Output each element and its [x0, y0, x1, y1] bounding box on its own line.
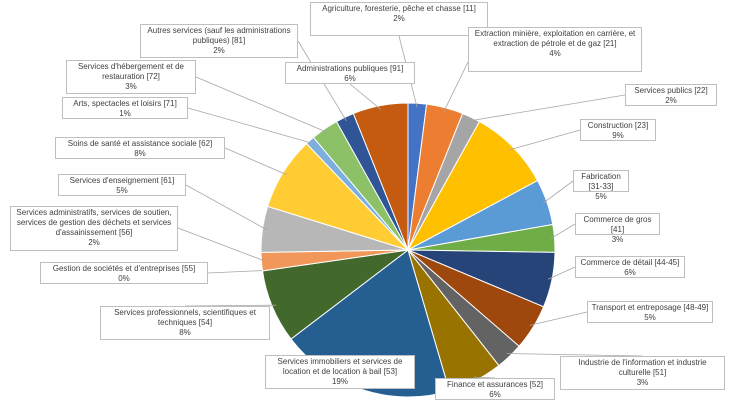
data-label-51: Industrie de l'information et industrie …	[560, 356, 725, 390]
leader-line-52	[473, 376, 496, 379]
data-label-54: Services professionnels, scientifiques e…	[100, 306, 270, 340]
data-label-62: Soins de santé et assistance sociale [62…	[55, 137, 225, 159]
leader-line-21	[443, 61, 469, 112]
data-label-11: Agriculture, foresterie, pêche et chasse…	[310, 2, 488, 36]
data-label-22: Services publics [22] 2%	[625, 84, 717, 106]
data-label-55: Gestion de sociétés et d'entreprises [55…	[40, 262, 208, 284]
leader-line-51	[506, 353, 643, 357]
data-label-81: Autres services (sauf les administration…	[140, 24, 298, 58]
data-label-21: Extraction minière, exploitation en carr…	[468, 27, 642, 72]
leader-line-61	[185, 184, 267, 230]
leader-line-54	[184, 304, 277, 307]
leader-line-31-33	[542, 180, 574, 204]
data-label-52: Finance et assurances [52] 6%	[435, 378, 555, 400]
pie-slice-23	[406, 120, 539, 252]
leader-line-44-45	[547, 266, 576, 280]
pie-slice-91	[352, 102, 409, 251]
leader-line-55	[207, 270, 267, 274]
data-label-61: Services d'enseignement [61] 5%	[58, 174, 186, 196]
leader-line-23	[509, 129, 581, 151]
data-label-44-45: Commerce de détail [44-45] 6%	[575, 256, 685, 278]
leader-line-71	[187, 107, 313, 144]
leader-line-72	[195, 76, 328, 133]
leader-line-48-49	[529, 311, 588, 326]
data-label-23: Construction [23] 9%	[580, 119, 656, 141]
leader-line-41	[550, 223, 576, 240]
data-label-72: Services d'hébergement et de restauratio…	[66, 60, 196, 94]
data-label-56: Services administratifs, services de sou…	[10, 206, 178, 251]
leader-line-91	[349, 83, 382, 110]
data-label-53: Services immobiliers et services de loca…	[265, 355, 415, 389]
leader-line-56	[177, 227, 266, 262]
leader-line-62	[224, 147, 287, 175]
data-label-71: Arts, spectacles et loisirs [71] 1%	[62, 97, 188, 119]
data-label-48-49: Transport et entreposage [48-49] 5%	[587, 301, 713, 323]
leader-line-22	[469, 94, 626, 122]
data-label-41: Commerce de gros [41] 3%	[575, 213, 660, 244]
data-label-91: Administrations publiques [91] 6%	[285, 62, 415, 84]
data-label-31-33: Fabrication [31-33] 5%	[573, 170, 629, 201]
